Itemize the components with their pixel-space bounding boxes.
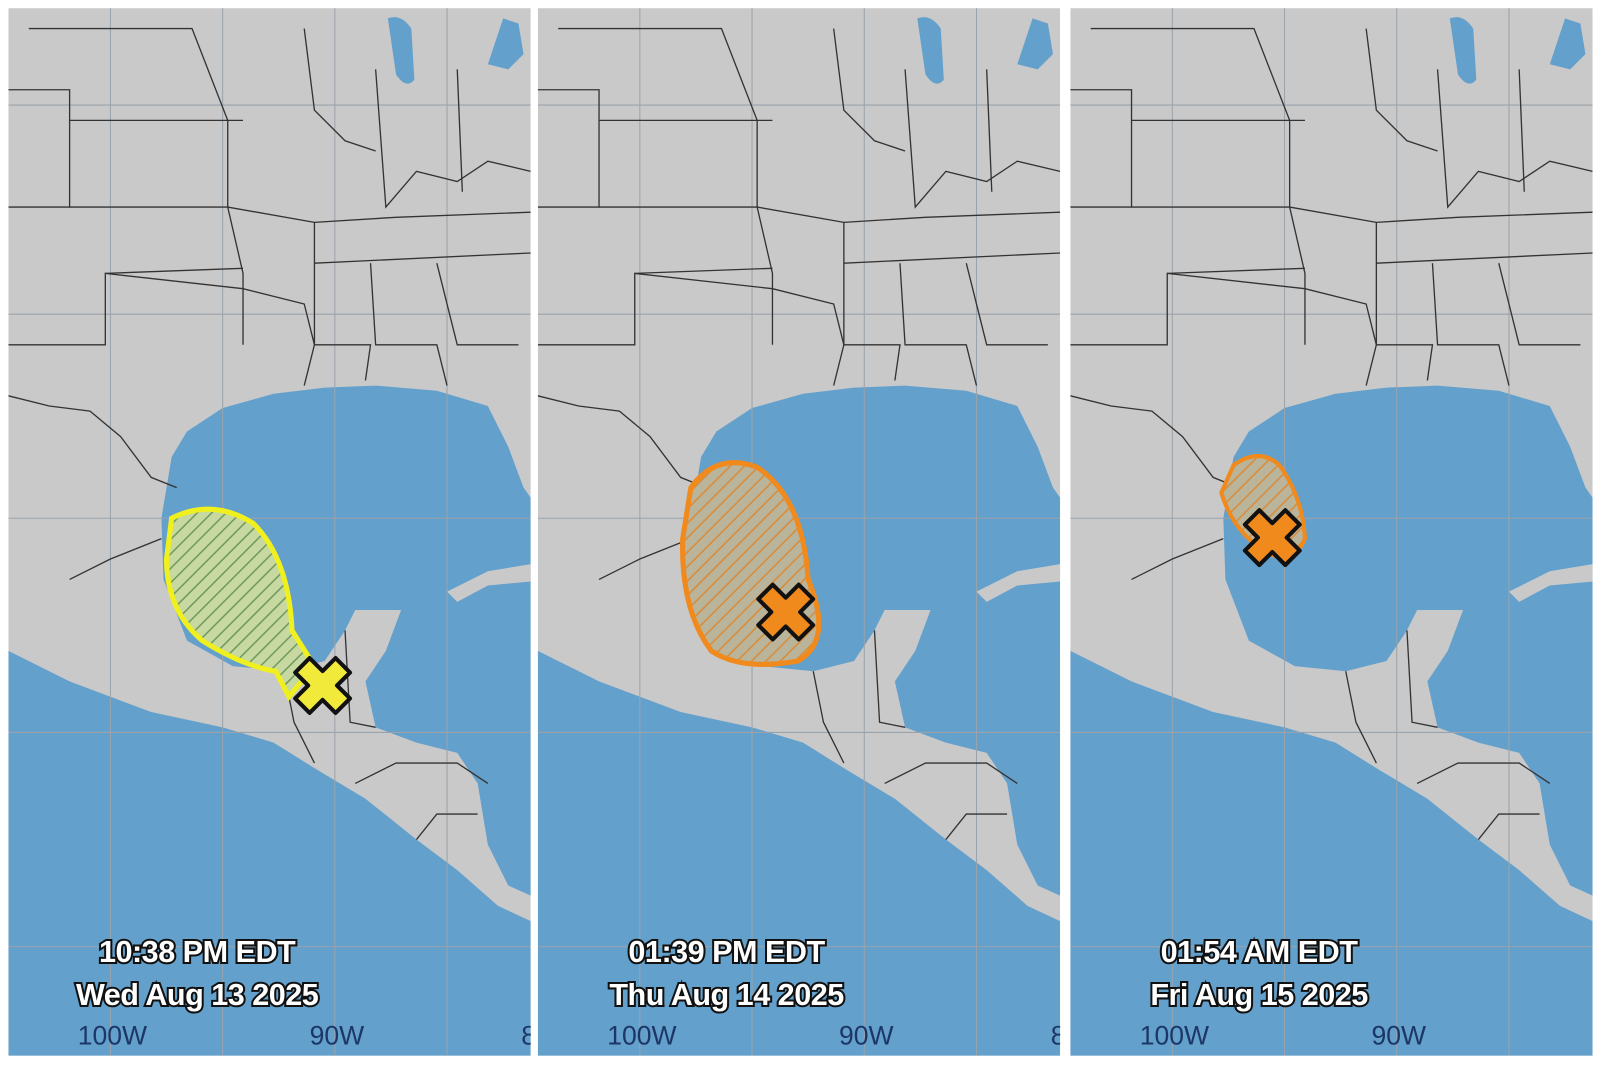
map-content: 01:54 AM EDT Fri Aug 15 2025 100W 90W	[1070, 8, 1593, 1056]
map-content: 10:38 PM EDT Wed Aug 13 2025 100W 90W 8	[8, 8, 536, 1056]
map-panel: 01:39 PM EDT Thu Aug 14 2025 100W 90W 8	[537, 8, 1066, 1056]
longitude-label: 8	[521, 1021, 536, 1051]
valid-date: Wed Aug 13 2025	[76, 978, 319, 1012]
valid-date: Thu Aug 14 2025	[609, 978, 844, 1012]
valid-time: 01:39 PM EDT	[628, 935, 825, 969]
base-map	[1070, 8, 1593, 1056]
map-panel: 01:54 AM EDT Fri Aug 15 2025 100W 90W	[1070, 8, 1593, 1056]
valid-date: Fri Aug 15 2025	[1150, 978, 1368, 1012]
map-panel: 10:38 PM EDT Wed Aug 13 2025 100W 90W 8	[8, 8, 536, 1056]
valid-time: 01:54 AM EDT	[1161, 935, 1359, 969]
longitude-label: 100W	[1140, 1021, 1209, 1051]
longitude-label: 8	[1051, 1021, 1066, 1051]
map-content: 01:39 PM EDT Thu Aug 14 2025 100W 90W 8	[537, 8, 1066, 1056]
longitude-label: 90W	[839, 1021, 894, 1051]
longitude-label: 100W	[78, 1021, 147, 1051]
longitude-label: 90W	[1372, 1021, 1427, 1051]
base-map	[8, 8, 531, 1056]
longitude-label: 90W	[310, 1021, 365, 1051]
valid-time: 10:38 PM EDT	[99, 935, 296, 969]
longitude-label: 100W	[607, 1021, 676, 1051]
